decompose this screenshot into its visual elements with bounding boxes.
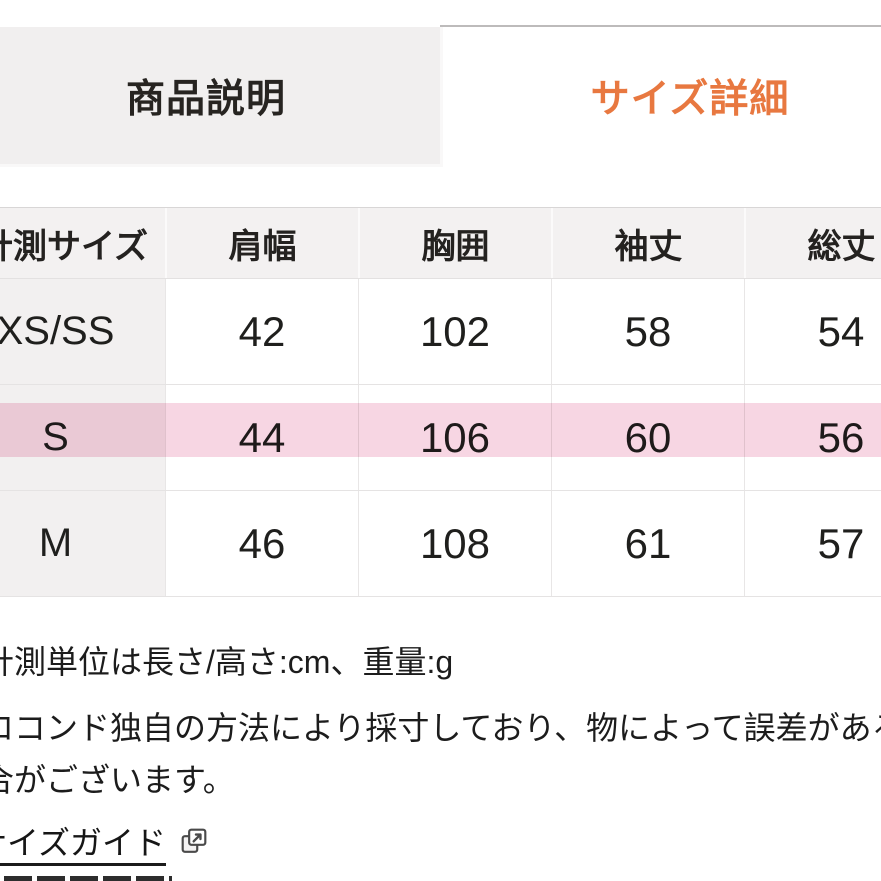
table-row-s-highlighted: S 44 106 60 56 — [0, 385, 881, 491]
size-value: 60 — [551, 385, 744, 490]
size-label: XS/SS — [0, 279, 165, 384]
size-value: 57 — [744, 491, 881, 596]
header-total-length: 総丈 — [744, 208, 881, 278]
size-value: 44 — [165, 385, 358, 490]
tab-product-description[interactable]: 商品説明 — [0, 27, 443, 167]
active-tab-top-border — [440, 25, 881, 27]
size-value: 54 — [744, 279, 881, 384]
size-value: 56 — [744, 385, 881, 490]
cropped-text-fragment — [4, 876, 172, 881]
size-value: 46 — [165, 491, 358, 596]
tab-product-description-label: 商品説明 — [125, 77, 286, 121]
header-shoulder-width: 肩幅 — [165, 208, 358, 278]
size-value: 108 — [358, 491, 551, 596]
header-sleeve-length: 袖丈 — [551, 208, 744, 278]
size-table: 計測サイズ 肩幅 胸囲 袖丈 総丈 XS/SS 42 102 58 54 S 4… — [0, 207, 881, 597]
measurement-disclaimer-line1: ロコンド独自の方法により採寸しており、物によって誤差がある場 — [0, 710, 881, 746]
header-measured-size: 計測サイズ — [0, 227, 148, 266]
tab-size-detail[interactable]: サイズ詳細 — [443, 27, 881, 164]
size-value: 106 — [358, 385, 551, 490]
table-row-xs-ss: XS/SS 42 102 58 54 — [0, 279, 881, 385]
size-guide-link[interactable]: サイズガイド — [0, 827, 208, 866]
table-row-m: M 46 108 61 57 — [0, 491, 881, 597]
size-label: S — [0, 385, 165, 490]
size-value: 42 — [165, 279, 358, 384]
size-value: 102 — [358, 279, 551, 384]
header-chest: 胸囲 — [358, 208, 551, 278]
size-guide-link-label: サイズガイド — [0, 827, 167, 866]
size-label: M — [0, 491, 165, 596]
size-value: 61 — [551, 491, 744, 596]
size-table-header-row: 計測サイズ 肩幅 胸囲 袖丈 総丈 — [0, 207, 881, 279]
external-link-icon — [181, 828, 207, 853]
measurement-units-note: 計測単位は長さ/高さ:cm、重量:g — [0, 644, 454, 680]
measurement-disclaimer-line2: 合がございます。 — [0, 762, 235, 798]
size-value: 58 — [551, 279, 744, 384]
tab-size-detail-label: サイズ詳細 — [590, 77, 790, 121]
